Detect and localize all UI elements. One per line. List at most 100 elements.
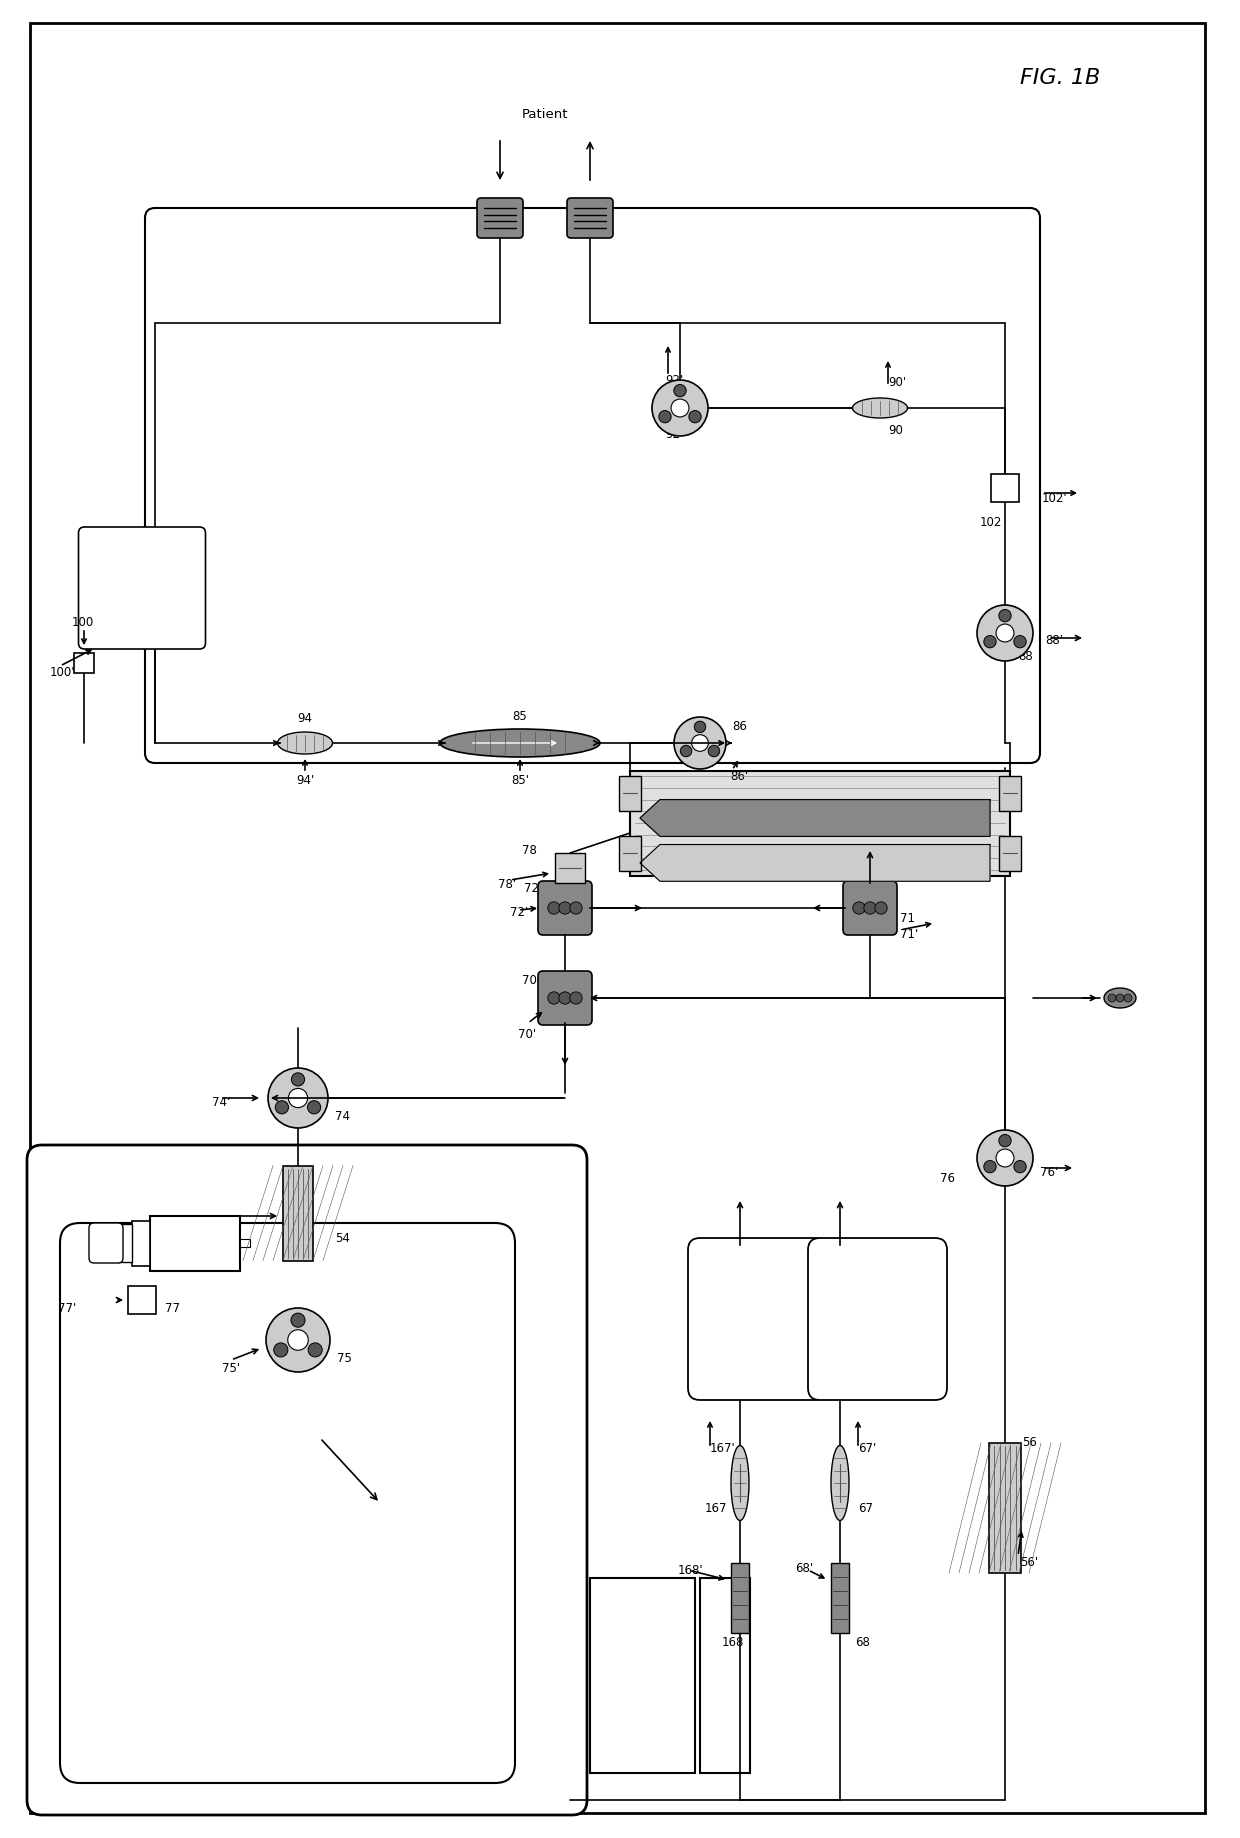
Circle shape bbox=[977, 1130, 1033, 1186]
Text: 167: 167 bbox=[706, 1502, 728, 1515]
Text: 56: 56 bbox=[1022, 1437, 1037, 1450]
Ellipse shape bbox=[732, 1445, 749, 1520]
Text: 71: 71 bbox=[900, 912, 915, 925]
Text: 92: 92 bbox=[665, 428, 680, 441]
Ellipse shape bbox=[1104, 989, 1136, 1007]
Text: 76': 76' bbox=[1040, 1167, 1058, 1180]
Circle shape bbox=[864, 902, 877, 913]
Bar bbox=[999, 836, 1021, 871]
Text: 74': 74' bbox=[212, 1097, 231, 1110]
Text: 72': 72' bbox=[510, 906, 528, 919]
Text: 54': 54' bbox=[218, 1213, 236, 1226]
Circle shape bbox=[267, 1309, 330, 1371]
Circle shape bbox=[274, 1344, 288, 1356]
Bar bbox=[150, 1215, 241, 1270]
Circle shape bbox=[288, 1329, 309, 1351]
Circle shape bbox=[1109, 994, 1116, 1002]
Text: 54: 54 bbox=[335, 1231, 350, 1244]
Polygon shape bbox=[640, 800, 990, 836]
Bar bbox=[630, 770, 1011, 875]
Text: 86: 86 bbox=[732, 719, 746, 733]
Circle shape bbox=[692, 735, 708, 752]
Text: 90: 90 bbox=[888, 423, 903, 436]
Circle shape bbox=[559, 993, 572, 1004]
Circle shape bbox=[671, 399, 689, 417]
Text: 88': 88' bbox=[1045, 634, 1063, 647]
Bar bbox=[131, 1220, 150, 1266]
FancyBboxPatch shape bbox=[78, 528, 206, 649]
Text: 67': 67' bbox=[858, 1441, 877, 1454]
Text: 100: 100 bbox=[72, 616, 94, 629]
Ellipse shape bbox=[440, 730, 600, 757]
Text: 94': 94' bbox=[296, 774, 314, 787]
Circle shape bbox=[708, 746, 719, 757]
FancyBboxPatch shape bbox=[808, 1239, 947, 1401]
Ellipse shape bbox=[278, 732, 332, 754]
Circle shape bbox=[983, 636, 996, 647]
Text: 70: 70 bbox=[522, 974, 537, 987]
Text: 102': 102' bbox=[1042, 491, 1068, 504]
FancyBboxPatch shape bbox=[688, 1239, 827, 1401]
Circle shape bbox=[689, 410, 701, 423]
Circle shape bbox=[570, 993, 582, 1004]
Text: 56': 56' bbox=[1021, 1557, 1038, 1570]
Text: 74: 74 bbox=[335, 1110, 350, 1123]
Text: 94: 94 bbox=[298, 711, 312, 724]
Bar bbox=[619, 776, 641, 811]
Bar bbox=[990, 1443, 1021, 1573]
Circle shape bbox=[570, 902, 582, 913]
Bar bbox=[732, 1562, 749, 1632]
Text: 92': 92' bbox=[665, 373, 683, 386]
Circle shape bbox=[977, 605, 1033, 662]
Bar bbox=[118, 1224, 131, 1263]
Bar bbox=[991, 474, 1019, 502]
Text: 70': 70' bbox=[518, 1029, 536, 1042]
FancyBboxPatch shape bbox=[60, 1222, 515, 1783]
Circle shape bbox=[983, 1160, 996, 1173]
Circle shape bbox=[996, 625, 1014, 641]
Bar bbox=[128, 1287, 156, 1314]
Text: 168': 168' bbox=[678, 1564, 703, 1577]
Text: 77: 77 bbox=[165, 1301, 180, 1314]
Circle shape bbox=[999, 610, 1011, 621]
FancyBboxPatch shape bbox=[89, 1222, 123, 1263]
Circle shape bbox=[694, 720, 706, 733]
Ellipse shape bbox=[853, 399, 908, 417]
Circle shape bbox=[275, 1101, 289, 1114]
Text: 78': 78' bbox=[498, 879, 516, 891]
Text: 102: 102 bbox=[980, 516, 1002, 529]
Bar bbox=[283, 1165, 312, 1261]
Circle shape bbox=[309, 1344, 322, 1356]
Text: 78: 78 bbox=[522, 844, 537, 857]
Text: 68: 68 bbox=[856, 1636, 870, 1649]
Circle shape bbox=[548, 902, 560, 913]
Text: 85': 85' bbox=[511, 774, 529, 787]
FancyBboxPatch shape bbox=[567, 199, 613, 237]
Text: 68': 68' bbox=[795, 1562, 813, 1575]
Text: 100': 100' bbox=[50, 667, 76, 680]
Circle shape bbox=[308, 1101, 321, 1114]
FancyBboxPatch shape bbox=[27, 1145, 587, 1814]
Circle shape bbox=[559, 902, 572, 913]
Circle shape bbox=[658, 410, 671, 423]
Bar bbox=[999, 776, 1021, 811]
Text: 168: 168 bbox=[722, 1636, 744, 1649]
Text: Dialyzer: Dialyzer bbox=[791, 811, 848, 825]
FancyBboxPatch shape bbox=[477, 199, 523, 237]
Text: 88: 88 bbox=[1018, 649, 1033, 662]
Text: 90': 90' bbox=[888, 377, 906, 390]
Circle shape bbox=[681, 746, 692, 757]
Circle shape bbox=[999, 1134, 1011, 1147]
Circle shape bbox=[548, 993, 560, 1004]
Circle shape bbox=[675, 717, 725, 768]
Text: 167': 167' bbox=[711, 1441, 735, 1454]
Circle shape bbox=[289, 1088, 308, 1108]
Text: 77': 77' bbox=[58, 1301, 76, 1314]
Bar bbox=[590, 1579, 694, 1774]
FancyBboxPatch shape bbox=[843, 880, 897, 936]
Bar bbox=[831, 1562, 849, 1632]
Text: 67: 67 bbox=[858, 1502, 873, 1515]
Circle shape bbox=[291, 1073, 305, 1086]
Circle shape bbox=[291, 1312, 305, 1327]
Polygon shape bbox=[640, 844, 990, 880]
